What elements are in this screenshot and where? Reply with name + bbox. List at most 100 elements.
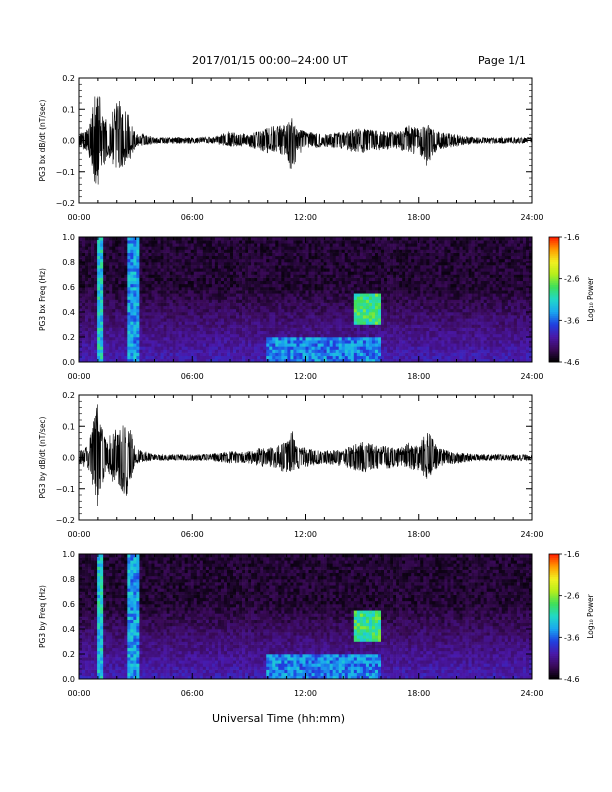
- spectrogram-cell: [223, 290, 228, 294]
- spectrogram-cell: [154, 318, 158, 322]
- spectrogram-cell: [269, 274, 273, 278]
- spectrogram-cell: [124, 274, 128, 278]
- spectrogram-cell: [136, 283, 140, 288]
- spectrogram-cell: [160, 358, 164, 363]
- spectrogram-cell: [356, 258, 361, 263]
- spectrogram-cell: [365, 337, 370, 341]
- spectrogram-cell: [184, 346, 189, 350]
- spectrogram-cell: [118, 330, 122, 335]
- spectrogram-cell: [226, 299, 231, 303]
- spectrogram-cell: [139, 293, 143, 297]
- spectrogram-cell: [399, 274, 403, 278]
- spectrogram-cell: [154, 349, 158, 353]
- spectrogram-cell: [230, 243, 234, 247]
- spectrogram-cell: [169, 299, 173, 303]
- spectrogram-cell: [133, 327, 137, 332]
- spectrogram-cell: [187, 252, 192, 257]
- spectrogram-cell: [296, 299, 300, 303]
- spectrogram-cell: [281, 337, 285, 341]
- spectrogram-cell: [248, 340, 252, 344]
- spectrogram-cell: [202, 290, 207, 294]
- spectrogram-cell: [405, 340, 409, 344]
- spectrogram-cell: [245, 249, 249, 253]
- spectrogram-cell: [387, 337, 391, 341]
- spectrogram-cell: [121, 274, 125, 278]
- spectrogram-cell: [142, 337, 146, 341]
- spectrogram-cell: [441, 274, 445, 278]
- spectrogram-cell: [154, 340, 158, 344]
- spectrogram-cell: [106, 343, 110, 347]
- spectrogram-cell: [148, 337, 152, 341]
- spectrogram-cell: [160, 265, 164, 269]
- spectrogram-cell: [272, 305, 276, 310]
- spectrogram-cell: [356, 321, 361, 325]
- spectrogram-cell: [245, 243, 249, 247]
- spectrogram-cell: [181, 296, 185, 300]
- spectrogram-cell: [414, 337, 418, 341]
- spectrogram-cell: [290, 249, 294, 253]
- spectrogram-cell: [205, 274, 210, 278]
- spectrogram-cell: [441, 243, 445, 247]
- spectrogram-cell: [169, 305, 173, 310]
- spectrogram-cell: [239, 315, 243, 319]
- spectrogram-cell: [214, 355, 219, 360]
- spectrogram-cell: [438, 315, 442, 319]
- spectrogram-cell: [172, 296, 176, 300]
- spectrogram-cell: [139, 277, 143, 282]
- spectrogram-cell: [178, 308, 182, 313]
- spectrogram-cell: [266, 352, 270, 357]
- spectrogram-cell: [411, 296, 415, 300]
- spectrogram-cell: [341, 283, 346, 288]
- spectrogram-cell: [305, 258, 309, 263]
- spectrogram-cell: [103, 324, 107, 328]
- spectrogram-cell: [278, 249, 282, 253]
- spectrogram-cell: [341, 255, 346, 260]
- spectrogram-cell: [308, 249, 312, 253]
- spectrogram-cell: [356, 274, 361, 278]
- spectrogram-cell: [323, 312, 327, 316]
- spectrogram-cell: [287, 327, 291, 332]
- spectrogram-cell: [278, 346, 282, 350]
- spectrogram-cell: [338, 262, 343, 266]
- spectrogram-cell: [323, 321, 327, 325]
- spectrogram-cell: [187, 346, 192, 350]
- spectrogram-cell: [411, 321, 415, 325]
- spectrogram-cell: [236, 277, 240, 282]
- spectrogram-cell: [441, 358, 445, 363]
- spectrogram-cell: [148, 268, 152, 272]
- spectrogram-cell: [196, 315, 201, 319]
- spectrogram-cell: [278, 349, 282, 353]
- spectrogram-cell: [287, 318, 291, 322]
- spectrogram-cell: [193, 265, 198, 269]
- spectrogram-cell: [326, 349, 330, 353]
- spectrogram-cell: [432, 271, 436, 275]
- spectrogram-cell: [142, 255, 146, 260]
- spectrogram-cell: [88, 358, 92, 363]
- spectrogram-cell: [356, 277, 361, 282]
- spectrogram-cell: [230, 271, 234, 275]
- spectrogram-cell: [190, 258, 195, 263]
- spectrogram-cell: [266, 255, 270, 260]
- spectrogram-cell: [390, 243, 394, 247]
- spectrogram-cell: [323, 293, 327, 297]
- spectrogram-cell: [332, 258, 336, 263]
- spectrogram-cell: [293, 312, 297, 316]
- spectrogram-cell: [205, 293, 210, 297]
- spectrogram-cell: [441, 252, 445, 257]
- spectrogram-cell: [199, 240, 204, 244]
- spectrogram-cell: [417, 315, 421, 319]
- spectrogram-cell: [320, 333, 324, 338]
- spectrogram-cell: [408, 333, 412, 338]
- spectrogram-cell: [214, 321, 219, 325]
- spectrogram-cell: [202, 302, 207, 307]
- spectrogram-cell: [181, 268, 185, 272]
- spectrogram-cell: [405, 333, 409, 338]
- spectrogram-cell: [396, 246, 400, 250]
- spectrogram-cell: [374, 330, 379, 335]
- spectrogram-cell: [205, 349, 210, 353]
- spectrogram-cell: [326, 343, 330, 347]
- spectrogram-cell: [163, 287, 167, 291]
- spectrogram-cell: [242, 252, 246, 257]
- spectrogram-cell: [344, 274, 349, 278]
- spectrogram-cell: [368, 243, 373, 247]
